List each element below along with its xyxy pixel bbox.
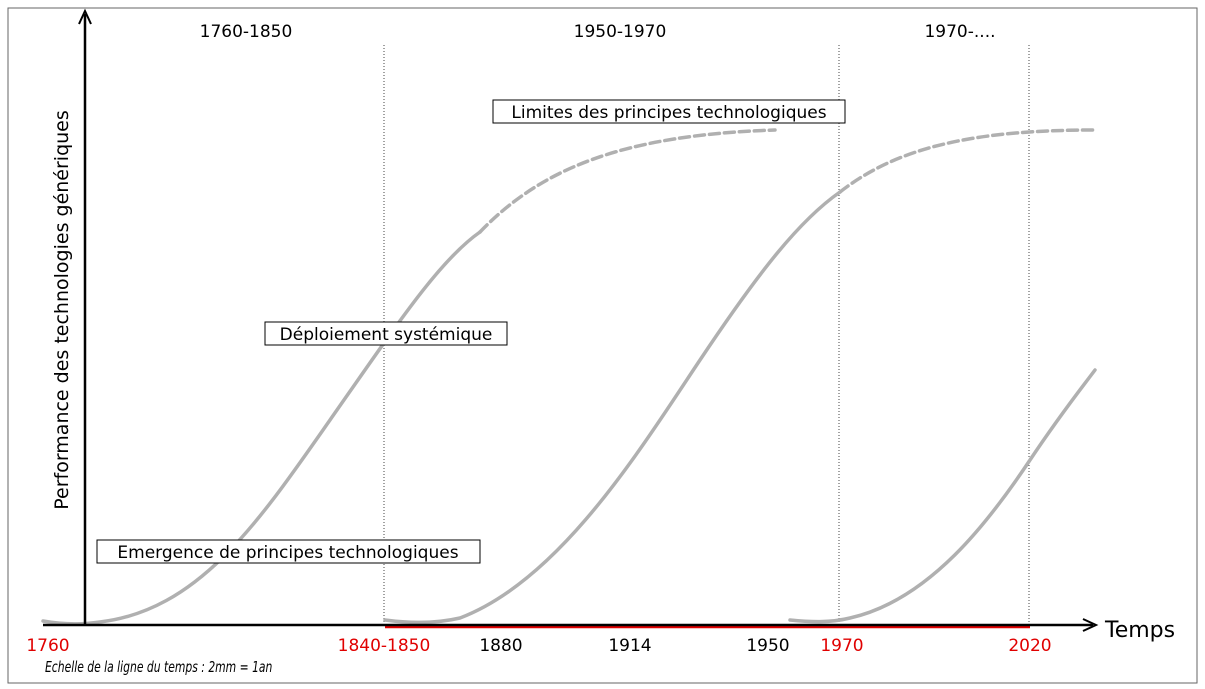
x-arrow <box>1082 618 1099 632</box>
timeline-label: 2020 <box>1008 636 1051 656</box>
period-label: 1950-1970 <box>574 22 667 42</box>
phase-label: Limites des principes technologiques <box>511 103 826 123</box>
y-arrow <box>78 8 92 25</box>
period-label: 1760-1850 <box>200 22 293 42</box>
timeline-label: 1840-1850 <box>338 636 431 656</box>
timeline-label: 1760 <box>26 636 69 656</box>
s-curves <box>41 128 1097 626</box>
phase-label: Déploiement systémique <box>280 325 493 345</box>
timeline-label: 1970 <box>820 636 863 656</box>
scale-note: Echelle de la ligne du temps : 2mm = 1an <box>45 659 272 676</box>
timeline-label: 1950 <box>746 636 789 656</box>
period-label: 1970-.... <box>924 22 995 42</box>
y-axis-label: Performance des technologies génériques <box>51 110 73 510</box>
x-axis-label: Temps <box>1104 618 1175 643</box>
timeline-label: 1880 <box>479 636 522 656</box>
phase-box <box>492 99 846 124</box>
phase-label: Emergence de principes technologiques <box>117 543 458 563</box>
phase-box <box>96 539 481 564</box>
frame <box>7 7 1198 684</box>
period-dividers <box>383 45 1030 625</box>
timeline-label: 1914 <box>608 636 651 656</box>
phase-box <box>264 321 508 346</box>
